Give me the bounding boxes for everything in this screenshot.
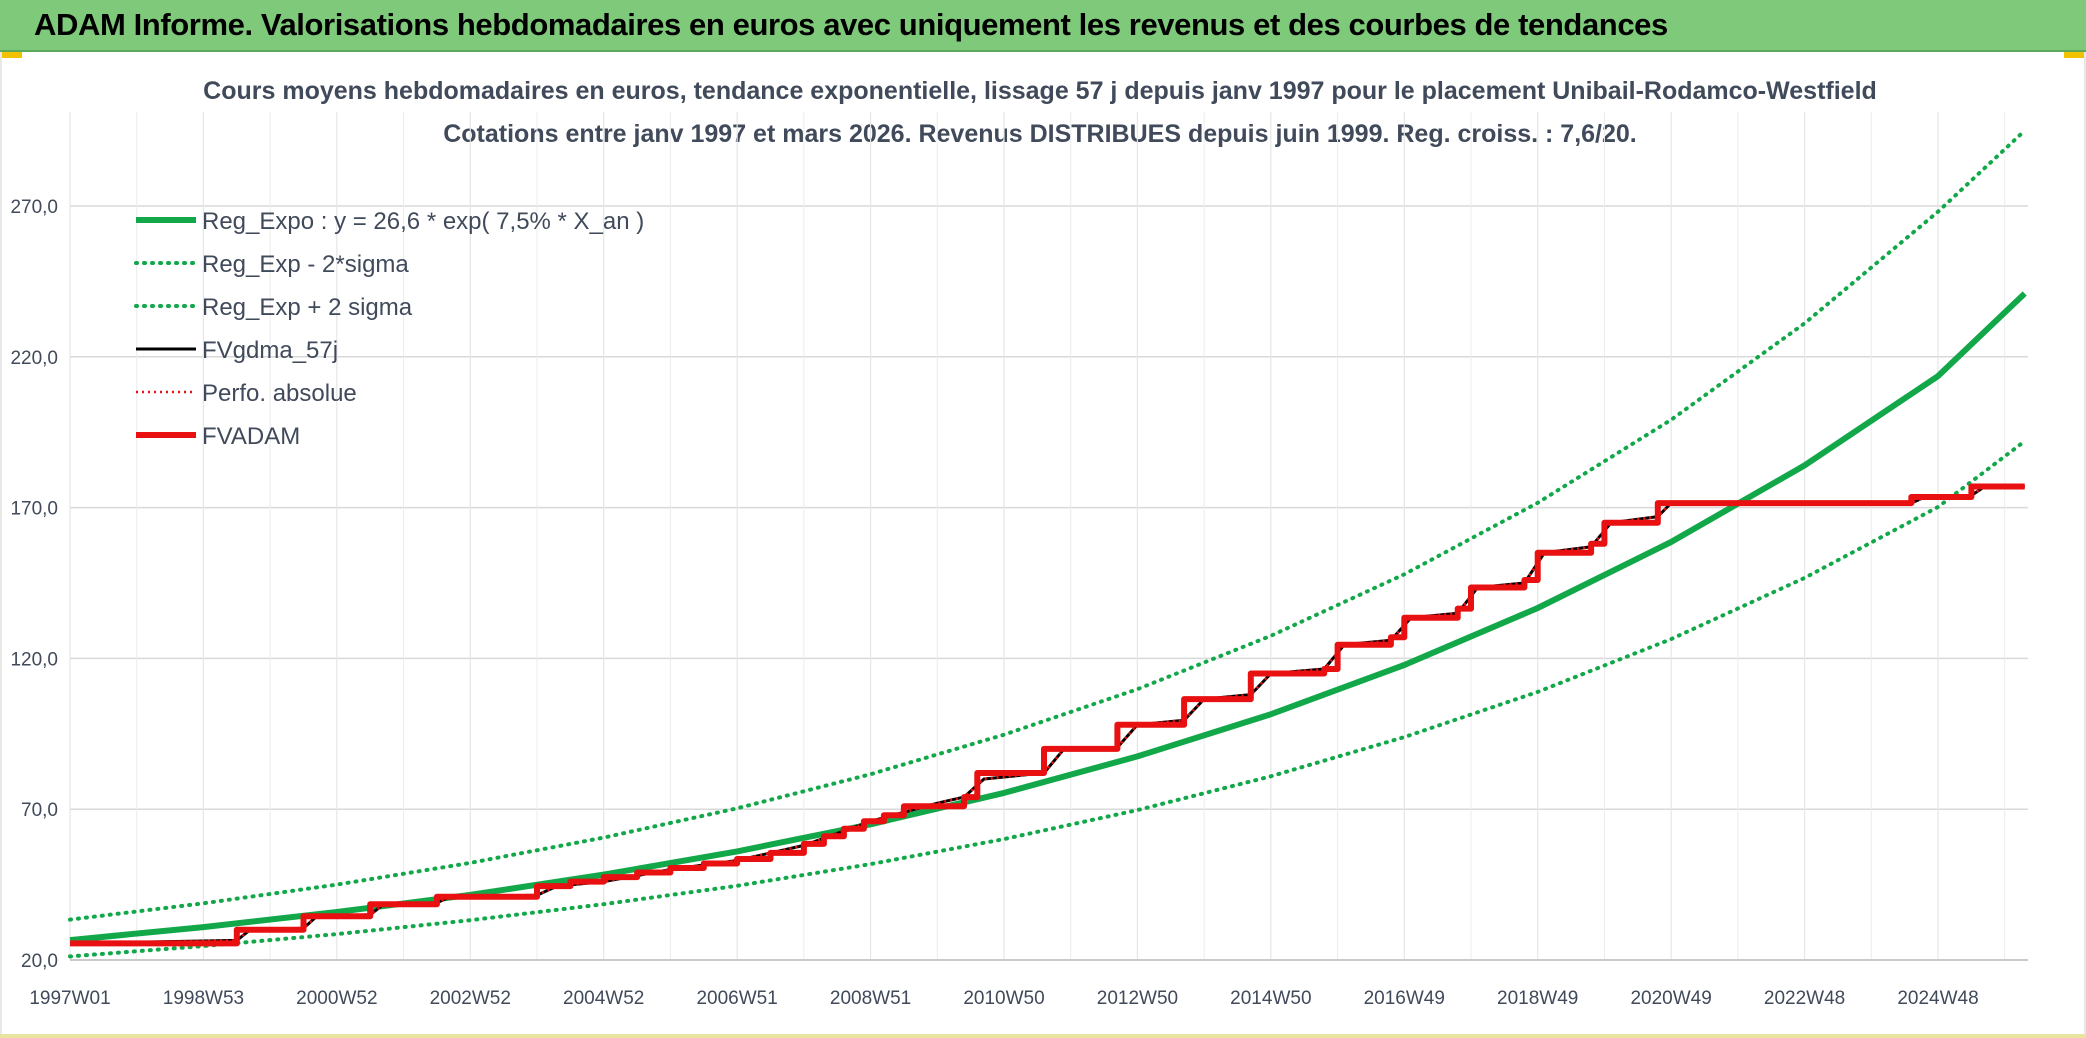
y-tick-label: 170,0 xyxy=(10,499,58,520)
chart-title: Cours moyens hebdomadaires en euros, ten… xyxy=(203,77,1877,105)
legend-label: Perfo. absolue xyxy=(202,380,357,407)
grid-lines xyxy=(69,112,2028,961)
x-tick-label: 2008W51 xyxy=(830,988,911,1009)
x-tick-label: 2016W49 xyxy=(1364,988,1445,1009)
y-tick-label: 120,0 xyxy=(10,649,58,670)
x-tick-label: 2024W48 xyxy=(1897,988,1978,1009)
y-tick-label: 70,0 xyxy=(21,800,58,821)
series-line-3 xyxy=(69,485,2025,945)
x-tick-label: 2010W50 xyxy=(963,988,1044,1009)
x-tick-label: 2012W50 xyxy=(1097,988,1178,1009)
x-tick-label: 2004W52 xyxy=(563,988,644,1009)
legend-label: Reg_Exp + 2 sigma xyxy=(202,294,413,321)
frame-edge-bottom xyxy=(0,1034,2086,1038)
legend-label: Reg_Exp - 2*sigma xyxy=(202,251,409,278)
x-tick-label: 1998W53 xyxy=(163,988,244,1009)
x-tick-label: 2018W49 xyxy=(1497,988,1578,1009)
legend-label: FVgdma_57j xyxy=(202,337,338,364)
y-axis: 20,0 70,0 120,0 170,0 220,0 270,0 xyxy=(10,197,58,972)
series-group xyxy=(68,128,2027,959)
frame-edge-right xyxy=(2084,52,2086,1038)
x-tick-label: 2002W52 xyxy=(430,988,511,1009)
corner-marker-right xyxy=(2064,52,2086,58)
page-title: ADAM Informe. Valorisations hebdomadaire… xyxy=(34,7,1668,42)
x-axis: 1997W01 1998W53 2000W52 2002W52 2004W52 2006W… xyxy=(29,959,2028,1009)
series-line-1 xyxy=(68,439,2027,959)
y-tick-label: 20,0 xyxy=(21,951,58,972)
y-tick-label: 220,0 xyxy=(10,348,58,369)
y-tick-label: 270,0 xyxy=(10,197,58,218)
line-chart: Cours moyens hebdomadaires en euros, ten… xyxy=(10,77,2028,1009)
x-tick-label: 2000W52 xyxy=(296,988,377,1009)
x-tick-label: 2020W49 xyxy=(1630,988,1711,1009)
legend-label: FVADAM xyxy=(202,423,300,450)
legend: Reg_Expo : y = 26,6 * exp( 7,5% * X_an )… xyxy=(134,208,644,450)
x-tick-label: 1997W01 xyxy=(29,988,110,1009)
x-tick-label: 2022W48 xyxy=(1764,988,1845,1009)
series-line-0 xyxy=(69,291,2027,944)
series-line-2 xyxy=(68,128,2027,922)
legend-label: Reg_Expo : y = 26,6 * exp( 7,5% * X_an ) xyxy=(202,208,644,235)
series-line-5 xyxy=(70,483,2025,947)
header-banner: ADAM Informe. Valorisations hebdomadaire… xyxy=(0,0,2086,52)
x-tick-label: 2014W50 xyxy=(1230,988,1311,1009)
chart-subtitle: Cotations entre janv 1997 et mars 2026. … xyxy=(443,120,1637,148)
corner-marker-left xyxy=(0,52,22,58)
series-line-4 xyxy=(69,485,2025,945)
x-tick-label: 2006W51 xyxy=(696,988,777,1009)
frame-edge-left xyxy=(0,52,2,1038)
